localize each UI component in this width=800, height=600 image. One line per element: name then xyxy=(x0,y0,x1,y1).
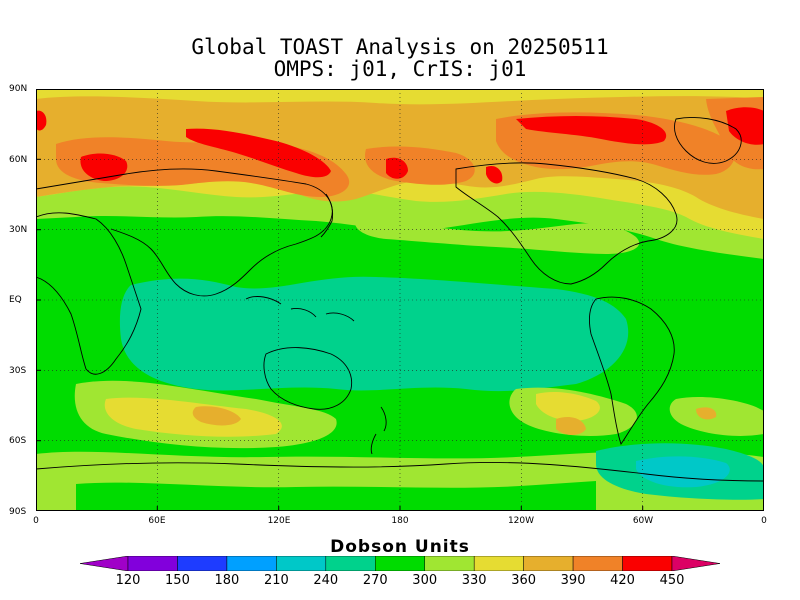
coast-southamerica xyxy=(588,296,675,445)
lon-label-0-right: 0 xyxy=(761,516,767,526)
colorbar-end-low xyxy=(80,556,129,571)
lat-label-90n: 90N xyxy=(9,84,28,94)
axis-tick-marks xyxy=(36,158,644,511)
colorbar-swatch xyxy=(276,556,327,571)
ozone-contour-360-southpacific xyxy=(536,391,600,421)
colorbar-label: 390 xyxy=(560,573,586,588)
lat-label-60n: 60N xyxy=(9,155,28,165)
ozone-contour-450-arctic-left xyxy=(36,110,47,131)
lat-label-30n: 30N xyxy=(9,225,28,235)
lat-label-60s: 60S xyxy=(9,436,27,446)
map-title-line2: OMPS: j01, CrIS: j01 xyxy=(273,57,527,81)
colorbar-label: 270 xyxy=(362,573,388,588)
colorbar-label: 330 xyxy=(461,573,487,588)
colorbar-swatch xyxy=(572,556,623,571)
colorbar-swatch xyxy=(473,556,524,571)
ozone-contour-360-south xyxy=(104,397,282,437)
colorbar-swatch xyxy=(177,556,228,571)
colorbar-label: 240 xyxy=(313,573,339,588)
ozone-contour-450-eurasia xyxy=(186,128,331,178)
colorbar-swatch xyxy=(375,556,425,571)
colorbar-swatch xyxy=(127,556,178,571)
coast-japan xyxy=(320,193,334,238)
coast-indonesia xyxy=(245,296,355,322)
colorbar-label: 150 xyxy=(165,573,190,588)
coastlines xyxy=(36,117,764,482)
ozone-contour-270-tropics-west xyxy=(144,337,197,382)
lon-label-180: 180 xyxy=(391,516,409,526)
ozone-contour-450-europe xyxy=(80,153,128,181)
coast-newzealand xyxy=(370,406,387,455)
coast-australia xyxy=(263,347,353,410)
map-title-line1: Global TOAST Analysis on 20250511 xyxy=(191,35,609,59)
ozone-contour-450-bering xyxy=(386,157,408,179)
lon-label-60w: 60W xyxy=(632,516,654,526)
colorbar-swatch xyxy=(325,556,376,571)
lat-label-90s: 90S xyxy=(9,507,27,517)
colorbar-label: 450 xyxy=(659,573,685,588)
ozone-contour-330-subtropics xyxy=(355,219,640,254)
lat-label-30s: 30S xyxy=(9,366,27,376)
lon-label-120e: 120E xyxy=(267,516,291,526)
colorbar-label: 210 xyxy=(263,573,289,588)
ozone-contour-390-south xyxy=(192,406,241,426)
colorbar-swatch xyxy=(226,556,277,571)
lon-label-120w: 120W xyxy=(507,516,535,526)
colorbar-swatch xyxy=(424,556,475,571)
coast-antarctica xyxy=(36,461,764,482)
lon-label-0-left: 0 xyxy=(33,516,39,526)
colorbar-label: 360 xyxy=(511,573,537,588)
colorbar-label: 120 xyxy=(115,573,141,588)
ozone-contour-390-southpacific xyxy=(556,417,586,435)
lon-label-60e: 60E xyxy=(148,516,166,526)
ozone-contour-330-southatlantic xyxy=(669,396,764,436)
coast-eurasia xyxy=(36,168,333,297)
ozone-contour-270-tropics xyxy=(119,276,629,392)
coast-africa xyxy=(36,212,142,375)
colorbar-label: 420 xyxy=(610,573,635,588)
colorbar-label: 180 xyxy=(214,573,240,588)
ozone-map xyxy=(36,89,764,511)
colorbar xyxy=(80,556,720,571)
coast-greenland xyxy=(674,117,742,164)
ozone-contour-450-canada xyxy=(516,116,667,145)
lat-lon-grid xyxy=(36,89,764,511)
ozone-contour-390-southatlantic xyxy=(696,407,717,420)
ozone-contour-450-us xyxy=(486,165,503,184)
colorbar-label: 300 xyxy=(412,573,438,588)
colorbar-end-high xyxy=(671,556,720,571)
colorbar-swatch xyxy=(622,556,673,571)
ozone-contour-300-antarctic xyxy=(76,481,596,511)
ozone-map-svg xyxy=(36,89,764,511)
lat-label-eq: EQ xyxy=(9,295,22,305)
colorbar-swatch xyxy=(523,556,574,571)
colorbar-title: Dobson Units xyxy=(330,537,470,557)
coast-northamerica xyxy=(455,162,678,285)
ozone-contour-450-greenland xyxy=(726,107,764,145)
